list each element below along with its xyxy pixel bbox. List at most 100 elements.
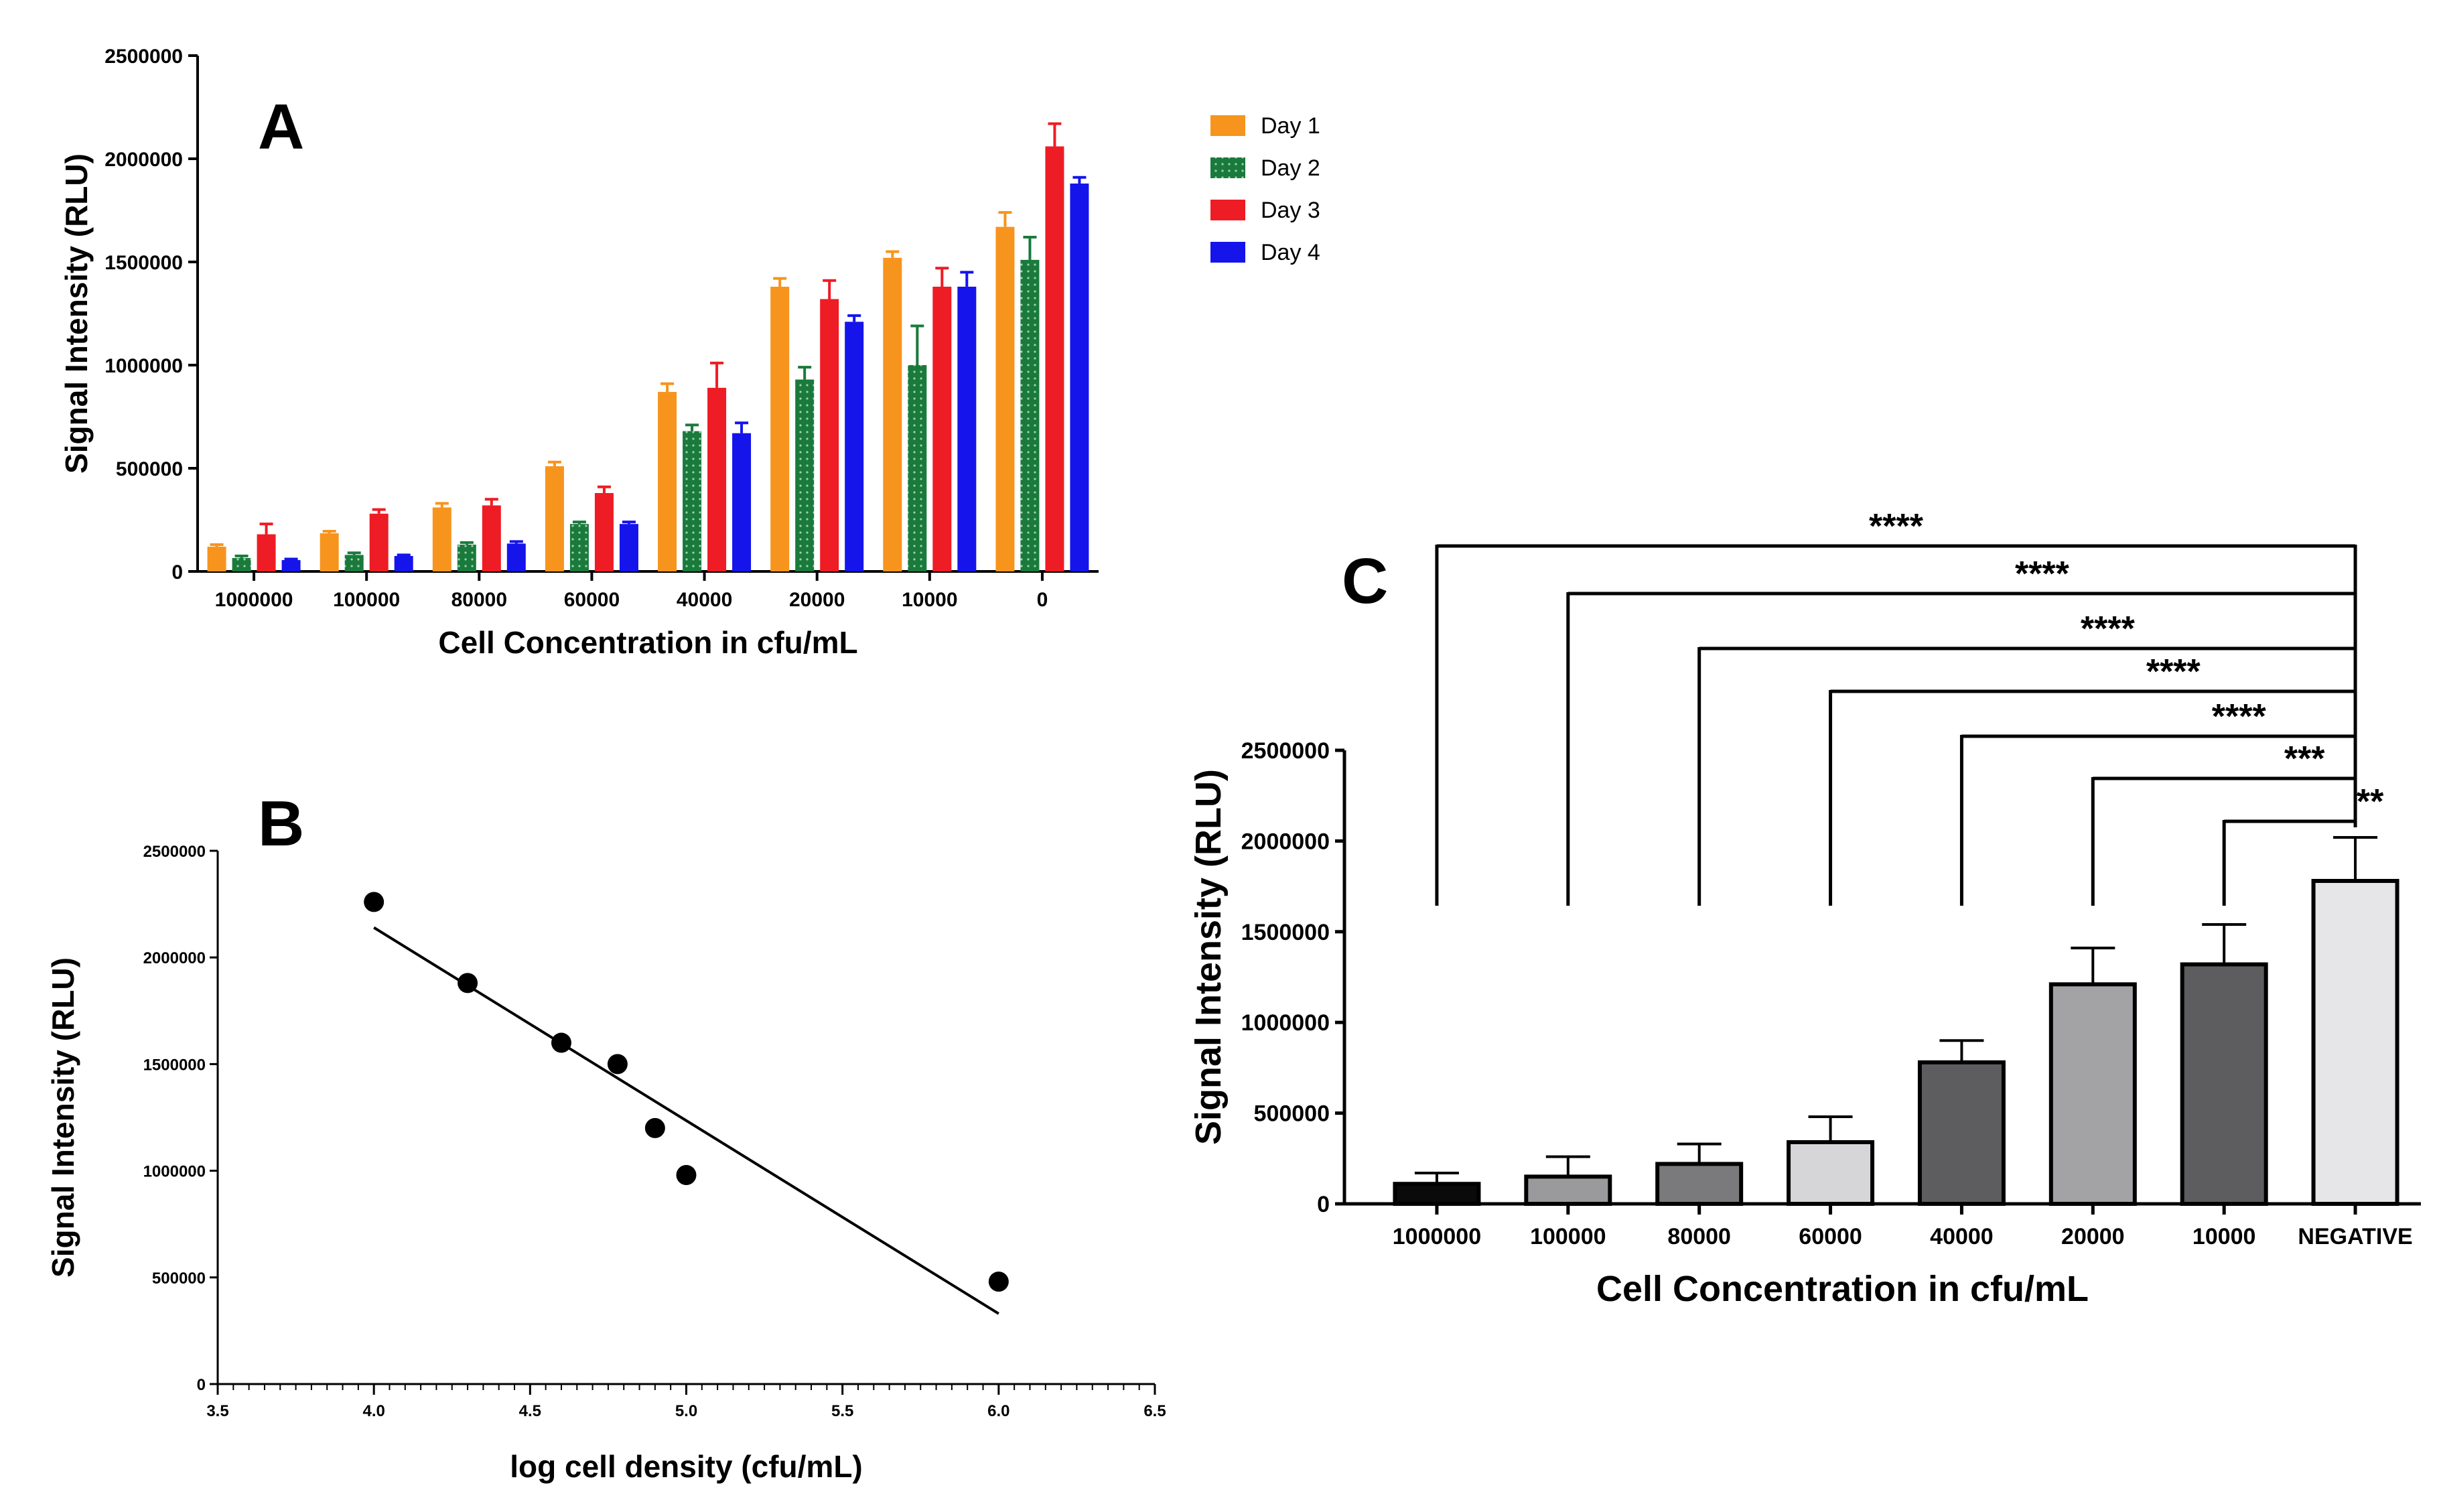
x-tick-label: 80000 <box>451 589 507 611</box>
significance-label: **** <box>2081 610 2136 648</box>
legend-swatch <box>1210 157 1245 178</box>
y-axis-label: Signal Intensity (RLU) <box>1188 769 1229 1145</box>
y-tick-label: 500000 <box>1254 1101 1330 1127</box>
x-tick-label: 80000 <box>1667 1224 1731 1249</box>
y-tick-label: 2500000 <box>143 843 206 861</box>
bar <box>619 524 638 571</box>
bar <box>770 286 790 571</box>
bar <box>432 507 451 571</box>
x-tick-label: 60000 <box>564 589 620 611</box>
x-tick-label: 40000 <box>677 589 732 611</box>
data-point <box>458 973 478 993</box>
x-tick-label: 3.5 <box>206 1402 228 1420</box>
panel-a: 0500000100000015000002000000250000010000… <box>59 46 1320 660</box>
bar <box>883 257 902 571</box>
x-tick-label: 40000 <box>1930 1224 1994 1249</box>
bar <box>1045 146 1064 571</box>
bar <box>658 392 677 571</box>
bar <box>732 433 752 571</box>
x-tick-label: 6.5 <box>1143 1402 1166 1420</box>
y-tick-label: 500000 <box>116 458 183 480</box>
y-tick-label: 0 <box>171 561 183 583</box>
bar <box>957 286 977 571</box>
legend-label: Day 4 <box>1261 240 1320 265</box>
bar <box>1787 1140 1875 1206</box>
bar <box>369 513 389 571</box>
panel-label-c: C <box>1342 545 1388 617</box>
bar <box>995 226 1015 571</box>
bar <box>594 492 614 571</box>
x-tick-label: NEGATIVE <box>2298 1224 2412 1249</box>
x-tick-label: 4.5 <box>519 1402 541 1420</box>
y-tick-label: 1500000 <box>143 1056 206 1074</box>
y-tick-label: 0 <box>1317 1192 1330 1217</box>
y-axis-label: Signal Intensity (RLU) <box>46 957 80 1278</box>
x-tick-label: 1000000 <box>215 589 293 611</box>
y-axis-label: Signal Intensity (RLU) <box>59 153 94 474</box>
significance-label: *** <box>2284 740 2325 778</box>
significance-label: **** <box>2212 697 2267 736</box>
data-point <box>644 1117 665 1138</box>
bar <box>257 534 276 571</box>
x-tick-label: 10000 <box>2192 1224 2256 1249</box>
x-axis-label: Cell Concentration in cfu/mL <box>1596 1269 2089 1309</box>
bar <box>795 379 815 571</box>
panel-b: 0 500000 1000000 1500000 2000000 2500000 3.5 4.… <box>46 788 1166 1484</box>
legend-swatch <box>1210 242 1245 263</box>
bar <box>932 286 952 571</box>
bar <box>482 505 501 571</box>
x-tick-label: 5.5 <box>831 1402 853 1420</box>
bar <box>2311 878 2399 1206</box>
legend-label: Day 2 <box>1261 155 1320 181</box>
data-point <box>676 1164 697 1185</box>
y-tick-label: 500000 <box>152 1269 206 1288</box>
x-tick-label: 1000000 <box>1393 1224 1481 1249</box>
y-tick-label: 1500000 <box>104 252 183 274</box>
y-tick-label: 1000000 <box>104 355 183 377</box>
y-tick-label: 2500000 <box>104 46 183 68</box>
y-tick-label: 2000000 <box>1241 829 1330 854</box>
significance-label: **** <box>1869 507 1924 546</box>
bar <box>1020 259 1040 571</box>
panel-label-a: A <box>258 91 304 163</box>
data-point <box>551 1032 571 1053</box>
y-tick-label: 0 <box>197 1376 206 1394</box>
bar <box>1655 1162 1744 1206</box>
bar <box>707 387 727 571</box>
data-point <box>988 1272 1009 1292</box>
y-tick-label: 2000000 <box>104 149 183 171</box>
bar <box>545 466 564 571</box>
data-point <box>607 1054 628 1075</box>
bar <box>506 543 526 571</box>
bar <box>820 299 839 571</box>
bar <box>569 524 589 571</box>
bar <box>1393 1182 1481 1207</box>
bar <box>1524 1174 1612 1207</box>
y-tick-label: 1500000 <box>1241 920 1330 945</box>
x-axis-label: log cell density (cfu/mL) <box>510 1449 863 1484</box>
bar <box>344 555 364 571</box>
bar <box>908 365 927 571</box>
bar <box>281 560 301 571</box>
x-tick-label: 20000 <box>2061 1224 2125 1249</box>
bar <box>1917 1060 2006 1206</box>
bar <box>457 544 476 571</box>
x-tick-label: 100000 <box>1530 1224 1606 1249</box>
y-tick-label: 1000000 <box>143 1163 206 1181</box>
data-point <box>364 892 385 912</box>
y-tick-label: 2000000 <box>143 949 206 967</box>
legend-label: Day 3 <box>1261 198 1320 223</box>
x-tick-label: 60000 <box>1799 1224 1862 1249</box>
y-tick-label: 1000000 <box>1241 1010 1330 1036</box>
panel-label-b: B <box>258 788 304 860</box>
bar <box>320 533 339 571</box>
bar <box>2180 962 2268 1206</box>
x-tick-label: 100000 <box>333 589 400 611</box>
x-tick-label: 6.0 <box>987 1402 1009 1420</box>
legend-swatch <box>1210 200 1245 220</box>
x-tick-label: 5.0 <box>675 1402 697 1420</box>
bar <box>207 547 226 571</box>
panel-c: 0 500000 1000000 1500000 2000000 2500000 10000… <box>1188 507 2421 1309</box>
x-tick-label: 0 <box>1037 589 1048 611</box>
